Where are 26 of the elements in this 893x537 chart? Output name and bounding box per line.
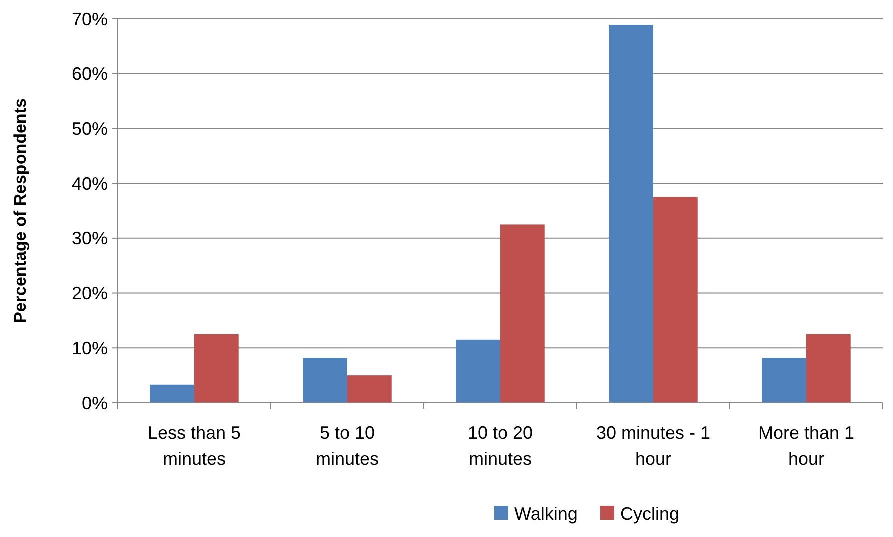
y-tick-label: 70% <box>72 9 108 30</box>
y-tick-label: 60% <box>72 64 108 84</box>
bar <box>194 334 239 403</box>
y-tick-label: 10% <box>72 338 108 358</box>
x-tick-label: 10 to 20 minutes <box>468 423 534 469</box>
y-tick-label: 20% <box>72 284 108 304</box>
bar <box>654 197 698 403</box>
legend-label: Cycling <box>620 504 680 524</box>
y-tick-label: 30% <box>72 228 108 249</box>
y-tick-label: 40% <box>72 174 108 194</box>
x-tick-label: 5 to 10 minutes <box>316 423 380 469</box>
bar <box>500 224 545 403</box>
x-tick-label: Less than 5 minutes <box>148 423 242 469</box>
bar <box>456 340 500 403</box>
legend-label: Walking <box>514 504 578 524</box>
y-axis-title: Percentage of Respondents <box>11 98 30 324</box>
bar <box>348 376 392 403</box>
bar <box>762 358 806 403</box>
y-tick-label: 50% <box>72 119 108 140</box>
bar <box>150 384 194 403</box>
x-tick-label: More than 1 hour <box>758 423 855 469</box>
x-tick-label: 30 minutes - 1 hour <box>596 423 711 469</box>
bar <box>609 25 654 403</box>
bar <box>303 358 348 403</box>
bar <box>806 334 851 403</box>
y-tick-label: 0% <box>82 393 108 414</box>
